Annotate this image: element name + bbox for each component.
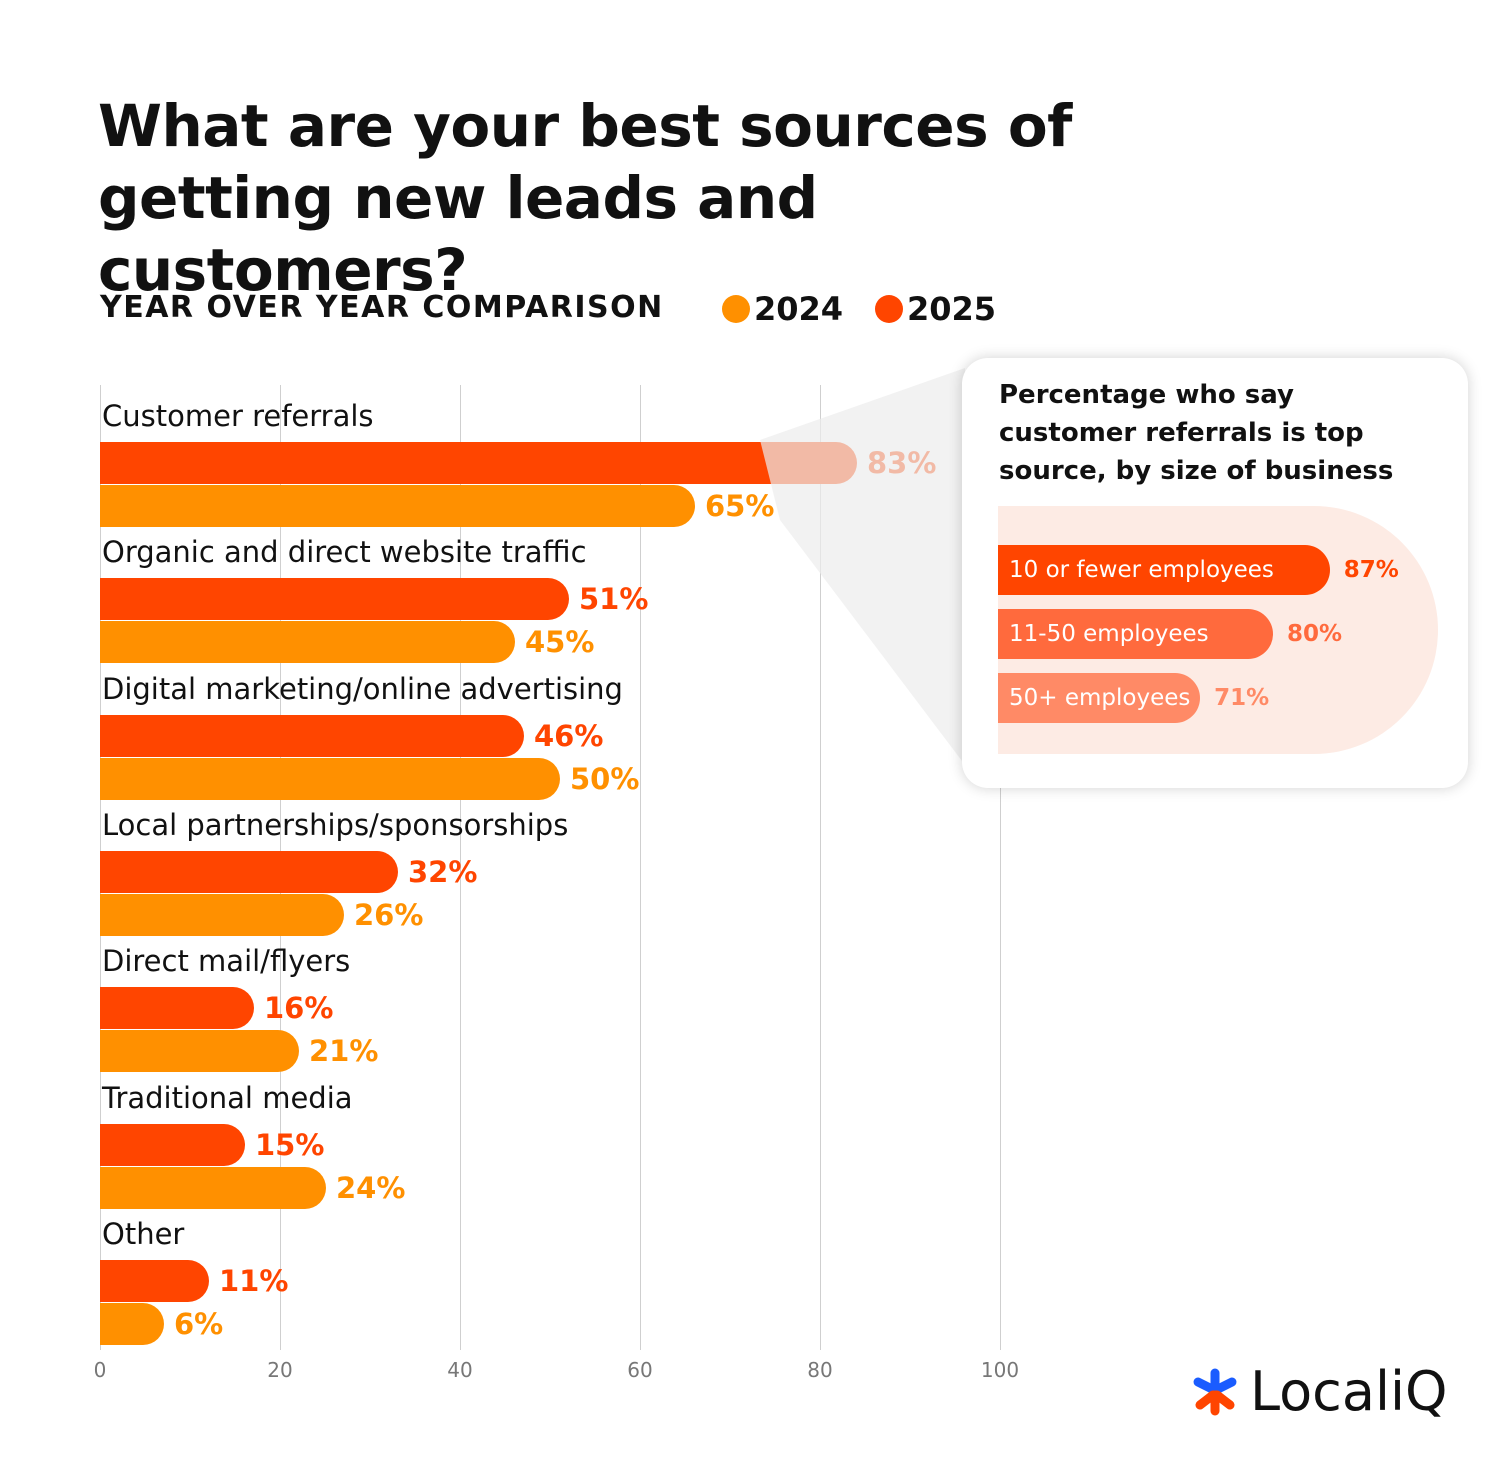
category-label: Digital marketing/online advertising (102, 671, 623, 706)
data-label-2024: 65% (705, 489, 775, 523)
legend-2025: 2025 (875, 290, 996, 328)
inset-bar: 50+ employees (998, 673, 1201, 723)
legend-swatch-2024 (722, 295, 750, 323)
bar-2025 (100, 442, 857, 484)
bar-2025 (100, 850, 398, 893)
chart-title: What are your best sources of getting ne… (98, 92, 1072, 304)
legend-label-2024: 2024 (754, 290, 844, 328)
chart-subtitle: YEAR OVER YEAR COMPARISON (100, 290, 664, 325)
gridline (460, 385, 461, 1350)
x-tick-label: 80 (807, 1358, 833, 1382)
x-tick-label: 60 (627, 1358, 653, 1382)
bar-2024 (100, 1166, 326, 1209)
category-label: Local partnerships/sponsorships (102, 807, 569, 842)
x-tick-label: 0 (93, 1358, 107, 1382)
data-label-2025: 51% (579, 582, 649, 617)
legend-2024: 2024 (722, 290, 843, 328)
bar-2025 (100, 1259, 209, 1302)
data-label-2024: 24% (336, 1170, 406, 1205)
inset-value-label: 87% (1343, 557, 1399, 583)
data-label-2024: 50% (570, 761, 640, 796)
bar-2025 (100, 714, 524, 757)
data-label-2025: 15% (255, 1127, 325, 1162)
bar-2025 (100, 1123, 245, 1166)
inset-bar: 11-50 employees (998, 609, 1273, 659)
inset-value-label: 80% (1287, 621, 1343, 647)
inset-title: Percentage who say customer referrals is… (999, 380, 1394, 486)
category-label: Customer referrals (102, 399, 374, 433)
bar-2024 (100, 621, 515, 664)
bar-2024 (100, 757, 560, 800)
category-label: Direct mail/flyers (102, 944, 351, 979)
data-label-2024: 6% (174, 1306, 224, 1341)
inset-value-label: 71% (1214, 685, 1270, 711)
bar-2024 (100, 1302, 164, 1345)
data-label-2024: 45% (525, 625, 595, 660)
logo-text: LocaliQ (1250, 1360, 1448, 1423)
bar-2024 (100, 485, 695, 527)
data-label-2024: 21% (309, 1034, 379, 1069)
x-tick-label: 40 (447, 1358, 473, 1382)
bar-2025 (100, 987, 254, 1030)
x-tick-label: 100 (980, 1358, 1020, 1382)
data-label-2024: 26% (354, 897, 424, 932)
category-label: Traditional media (102, 1080, 353, 1115)
data-label-2025: 16% (264, 991, 334, 1026)
data-label-2025: 11% (219, 1263, 289, 1298)
legend-swatch-2025 (875, 295, 903, 323)
legend-label-2025: 2025 (907, 290, 997, 328)
inset-bar: 10 or fewer employees (998, 545, 1330, 595)
localiq-logo: LocaliQ (1190, 1360, 1447, 1423)
bar-2024 (100, 893, 344, 936)
gridline (820, 385, 821, 1350)
gridline (640, 385, 641, 1350)
data-label-2025: 46% (534, 718, 604, 753)
bar-2025 (100, 578, 569, 621)
category-label: Other (102, 1216, 185, 1251)
gridline (1000, 385, 1001, 1350)
x-tick-label: 20 (267, 1358, 293, 1382)
bar-2024 (100, 1030, 299, 1073)
category-label: Organic and direct website traffic (102, 535, 587, 570)
asterisk-logo-icon (1193, 1368, 1237, 1415)
data-label-2025: 32% (408, 854, 478, 889)
